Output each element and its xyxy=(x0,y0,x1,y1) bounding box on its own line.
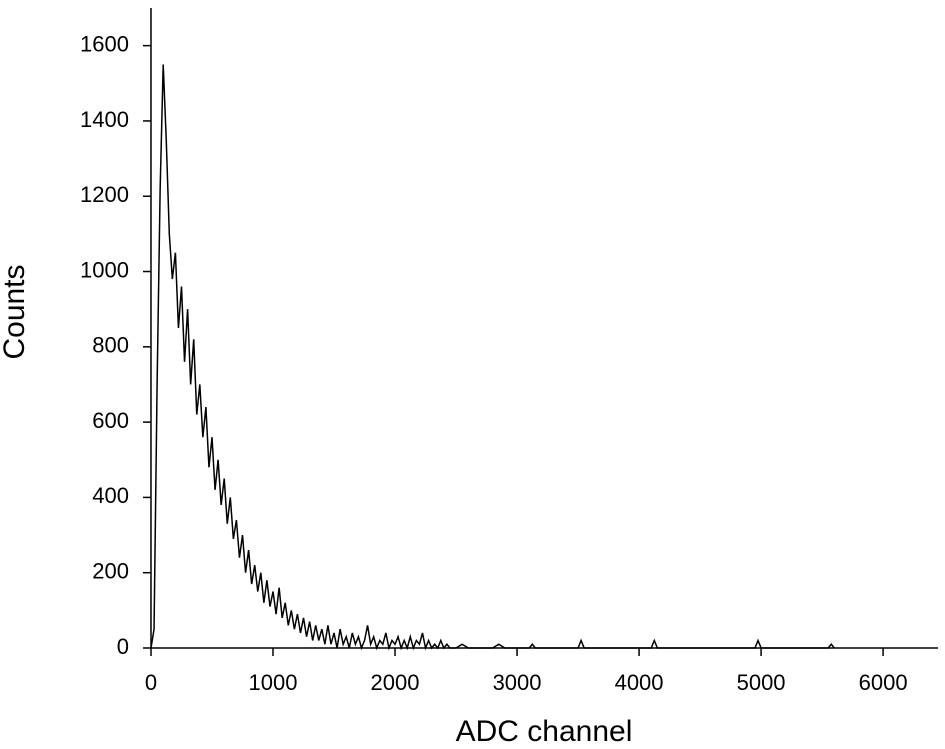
y-tick-label: 0 xyxy=(117,634,129,659)
y-tick-label: 800 xyxy=(92,333,129,358)
y-tick-label: 1600 xyxy=(80,31,129,56)
x-tick-label: 5000 xyxy=(737,670,786,695)
y-tick-label: 1400 xyxy=(80,107,129,132)
y-axis-title: Counts xyxy=(0,264,31,359)
x-tick-label: 3000 xyxy=(493,670,542,695)
x-tick-label: 0 xyxy=(145,670,157,695)
x-tick-label: 4000 xyxy=(615,670,664,695)
y-tick-label: 1200 xyxy=(80,182,129,207)
y-tick-label: 600 xyxy=(92,408,129,433)
x-axis-title: ADC channel xyxy=(456,715,633,748)
y-tick-label: 200 xyxy=(92,559,129,584)
x-tick-label: 6000 xyxy=(859,670,908,695)
x-tick-label: 1000 xyxy=(249,670,298,695)
data-line xyxy=(150,64,835,651)
y-tick-label: 400 xyxy=(92,483,129,508)
y-tick-label: 1000 xyxy=(80,257,129,282)
x-tick-label: 2000 xyxy=(371,670,420,695)
